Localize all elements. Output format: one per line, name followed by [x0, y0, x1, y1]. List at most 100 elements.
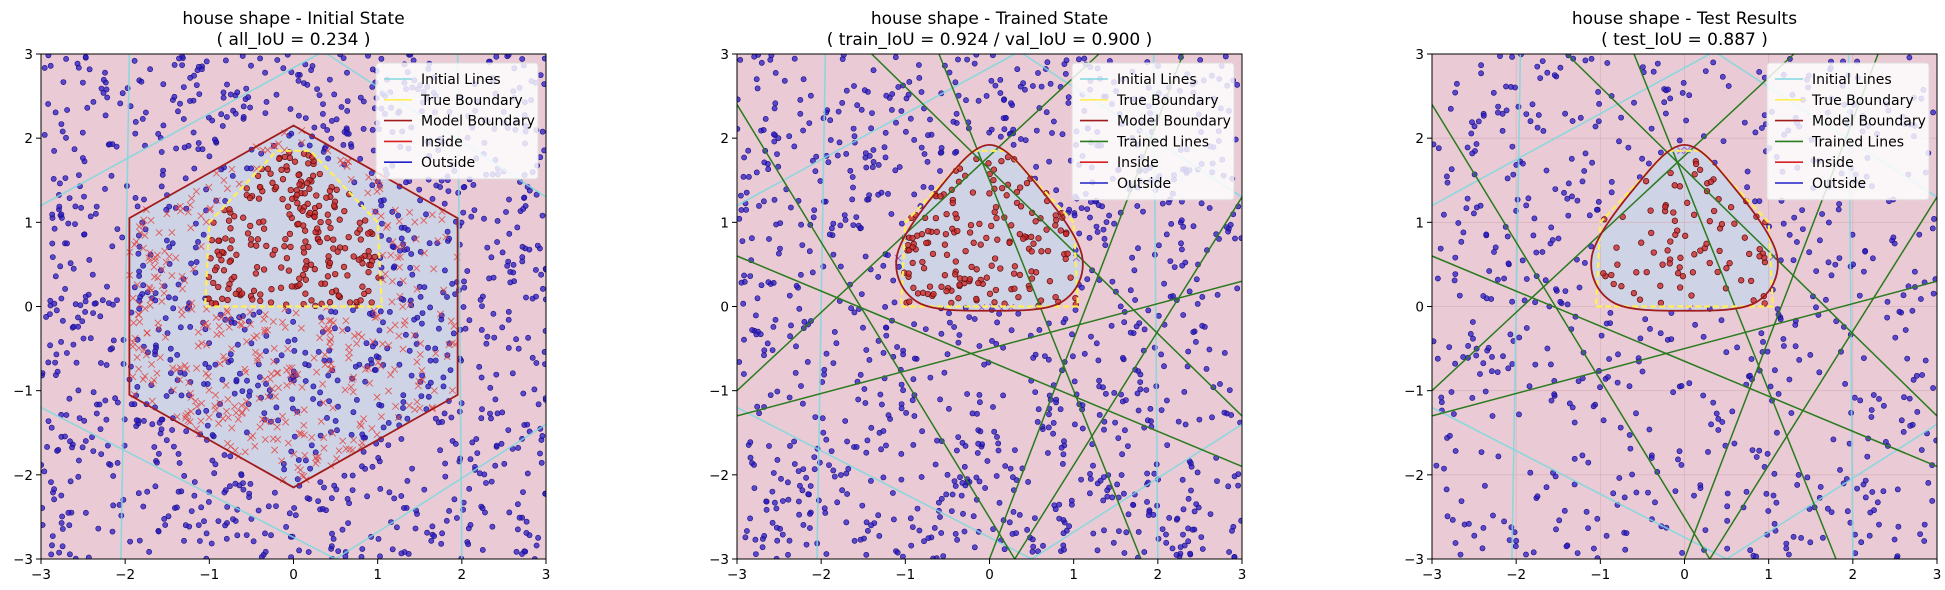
inside-point — [1062, 255, 1069, 263]
outside-point — [1591, 545, 1597, 552]
outside-point — [1692, 321, 1698, 328]
outside-point — [1565, 212, 1572, 219]
misclassified-point — [416, 350, 424, 358]
outside-point — [1571, 481, 1578, 488]
outside-point — [494, 239, 500, 245]
outside-point — [469, 439, 476, 446]
outside-point — [779, 531, 786, 538]
inside-point — [227, 225, 234, 232]
inside-point — [228, 237, 235, 244]
outside-point — [87, 213, 94, 220]
outside-point — [380, 319, 386, 326]
outside-point — [843, 470, 850, 477]
outside-point — [865, 527, 871, 534]
outside-point — [162, 522, 169, 528]
outside-point — [104, 283, 110, 290]
outside-point — [997, 77, 1004, 83]
outside-point — [1574, 550, 1581, 556]
outside-point — [885, 190, 891, 197]
outside-point — [55, 446, 62, 453]
outside-point — [961, 463, 968, 470]
outside-point — [499, 249, 506, 256]
outside-point — [304, 495, 311, 501]
outside-point — [1881, 402, 1887, 409]
misclassified-point — [225, 315, 233, 323]
outside-point — [1130, 502, 1137, 508]
inside-point — [225, 217, 233, 224]
outside-point — [466, 317, 473, 324]
outside-point — [395, 212, 401, 219]
trained-line — [1566, 54, 1937, 417]
outside-point — [1070, 353, 1076, 360]
inside-point — [359, 260, 366, 267]
outside-point — [103, 362, 110, 368]
outside-point — [1606, 356, 1612, 362]
misclassified-point — [161, 333, 169, 341]
outside-point — [1535, 112, 1542, 118]
outside-point — [442, 460, 448, 467]
outside-point — [1582, 150, 1589, 157]
misclassified-point — [430, 387, 438, 395]
outside-point — [1449, 517, 1456, 523]
outside-point — [209, 457, 216, 464]
outside-point — [1564, 195, 1571, 202]
outside-point — [976, 391, 983, 398]
outside-point — [220, 94, 227, 101]
outside-point — [362, 378, 369, 385]
misclassified-point — [177, 305, 185, 314]
outside-point — [321, 484, 327, 491]
outside-point — [1540, 127, 1547, 134]
outside-point — [1513, 537, 1520, 544]
misclassified-point — [285, 364, 293, 372]
outside-point — [127, 538, 134, 545]
outside-point — [357, 94, 364, 101]
outside-point — [193, 259, 200, 265]
outside-point — [140, 503, 147, 510]
inside-point — [1677, 254, 1684, 261]
outside-point — [358, 554, 365, 559]
outside-point — [329, 530, 335, 537]
legend-box — [1766, 62, 1930, 201]
misclassified-point — [148, 360, 156, 368]
outside-point — [1548, 397, 1555, 404]
outside-point — [1109, 494, 1116, 501]
outside-point — [850, 125, 857, 132]
outside-point — [918, 474, 925, 480]
outside-point — [830, 220, 837, 227]
inside-point — [279, 195, 286, 203]
outside-point — [1561, 189, 1567, 196]
outside-point — [1770, 492, 1777, 499]
x-tick-label: −1 — [199, 567, 219, 583]
outside-point — [169, 240, 176, 247]
outside-point — [228, 319, 235, 326]
outside-point — [851, 309, 858, 316]
outside-point — [763, 506, 770, 513]
outside-point — [1774, 429, 1780, 436]
outside-point — [1896, 308, 1903, 315]
misclassified-point — [151, 253, 159, 262]
outside-point — [862, 253, 869, 260]
outside-point — [280, 460, 287, 467]
outside-point — [176, 460, 183, 466]
trained-line — [737, 54, 1100, 392]
outside-point — [1452, 448, 1459, 454]
outside-point — [110, 473, 117, 479]
initial-line — [1031, 423, 1242, 559]
outside-point — [1836, 201, 1842, 207]
outside-point — [995, 447, 1002, 454]
outside-point — [765, 160, 771, 167]
outside-point — [1478, 70, 1484, 77]
outside-point — [918, 144, 925, 151]
outside-point — [1820, 534, 1826, 541]
outside-point — [1758, 330, 1765, 337]
outside-point — [1627, 445, 1634, 452]
outside-point — [944, 351, 951, 358]
misclassified-point — [350, 332, 358, 340]
outside-point — [1691, 492, 1697, 499]
outside-point — [1642, 316, 1649, 323]
misclassified-point — [139, 244, 147, 252]
outside-point — [845, 465, 852, 472]
y-tick-label: 3 — [24, 47, 33, 63]
outside-point — [227, 453, 234, 460]
outside-point — [1035, 406, 1042, 413]
